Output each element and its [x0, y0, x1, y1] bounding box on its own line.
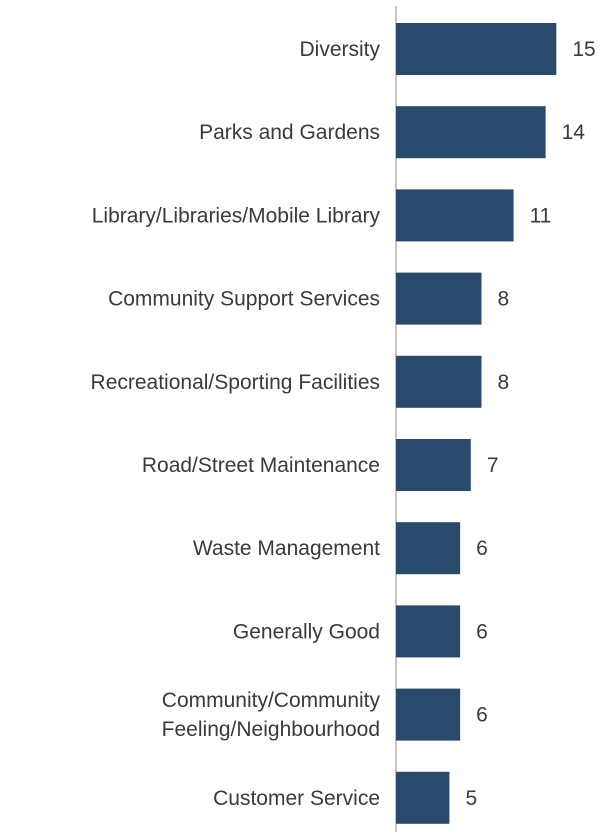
category-label: Customer Service	[213, 787, 380, 810]
bar	[396, 106, 546, 159]
bar	[396, 771, 450, 824]
bar	[396, 189, 514, 242]
bar	[396, 605, 461, 658]
value-label: 11	[530, 204, 552, 227]
category-label: Library/Libraries/Mobile Library	[92, 204, 381, 227]
category-label: Road/Street Maintenance	[142, 454, 380, 477]
category-label: Generally Good	[233, 620, 380, 643]
value-label: 5	[465, 787, 477, 810]
value-label: 8	[498, 371, 510, 394]
category-label: Recreational/Sporting Facilities	[91, 371, 380, 394]
bar	[396, 272, 482, 325]
category-label-line: Feeling/Neighbourhood	[162, 718, 380, 741]
category-label-line: Recreational/Sporting Facilities	[91, 371, 380, 394]
bar	[396, 23, 557, 75]
category-label-line: Community/Community	[162, 689, 381, 712]
category-label-line: Community Support Services	[108, 288, 380, 311]
category-label-line: Waste Management	[193, 537, 380, 560]
bar	[396, 522, 461, 575]
category-label-line: Customer Service	[213, 787, 380, 810]
category-label-line: Parks and Gardens	[199, 121, 380, 144]
bar	[396, 439, 471, 491]
value-label: 14	[562, 121, 586, 144]
category-label-line: Generally Good	[233, 620, 380, 643]
value-label: 6	[476, 620, 488, 643]
value-label: 8	[498, 288, 510, 311]
bar	[396, 688, 461, 741]
bar	[396, 355, 482, 408]
value-label: 7	[487, 454, 499, 477]
category-label-line: Library/Libraries/Mobile Library	[92, 204, 381, 227]
value-label: 15	[572, 38, 595, 61]
category-label: Community Support Services	[108, 288, 380, 311]
value-label: 6	[476, 704, 488, 727]
category-label: Waste Management	[193, 537, 380, 560]
category-labels-group: Diversity Parks and Gardens Library/Librar…	[91, 38, 381, 810]
category-label-line: Road/Street Maintenance	[142, 454, 380, 477]
bars-group	[396, 23, 557, 824]
value-label: 6	[476, 537, 488, 560]
category-label: Parks and Gardens	[199, 121, 380, 144]
value-labels-group: 15 14 11 8 8 7 6 6 6 5	[465, 38, 595, 810]
category-label-line: Diversity	[299, 38, 380, 61]
category-label: Community/Community Feeling/Neighbourhood	[162, 689, 381, 741]
category-label: Diversity	[299, 38, 380, 61]
